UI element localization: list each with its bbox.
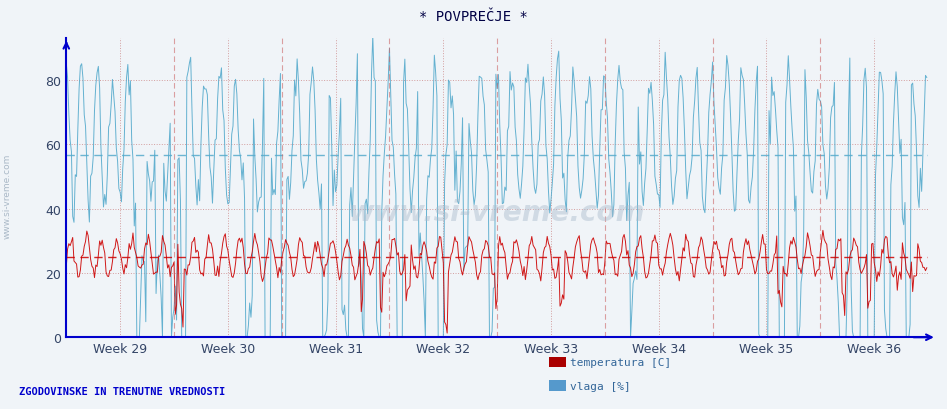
Text: ZGODOVINSKE IN TRENUTNE VREDNOSTI: ZGODOVINSKE IN TRENUTNE VREDNOSTI (19, 387, 225, 396)
Text: vlaga [%]: vlaga [%] (570, 381, 631, 391)
Text: www.si-vreme.com: www.si-vreme.com (348, 198, 646, 226)
Text: temperatura [C]: temperatura [C] (570, 357, 671, 367)
Text: * POVPREČJE *: * POVPREČJE * (420, 10, 527, 24)
Text: www.si-vreme.com: www.si-vreme.com (3, 154, 12, 239)
